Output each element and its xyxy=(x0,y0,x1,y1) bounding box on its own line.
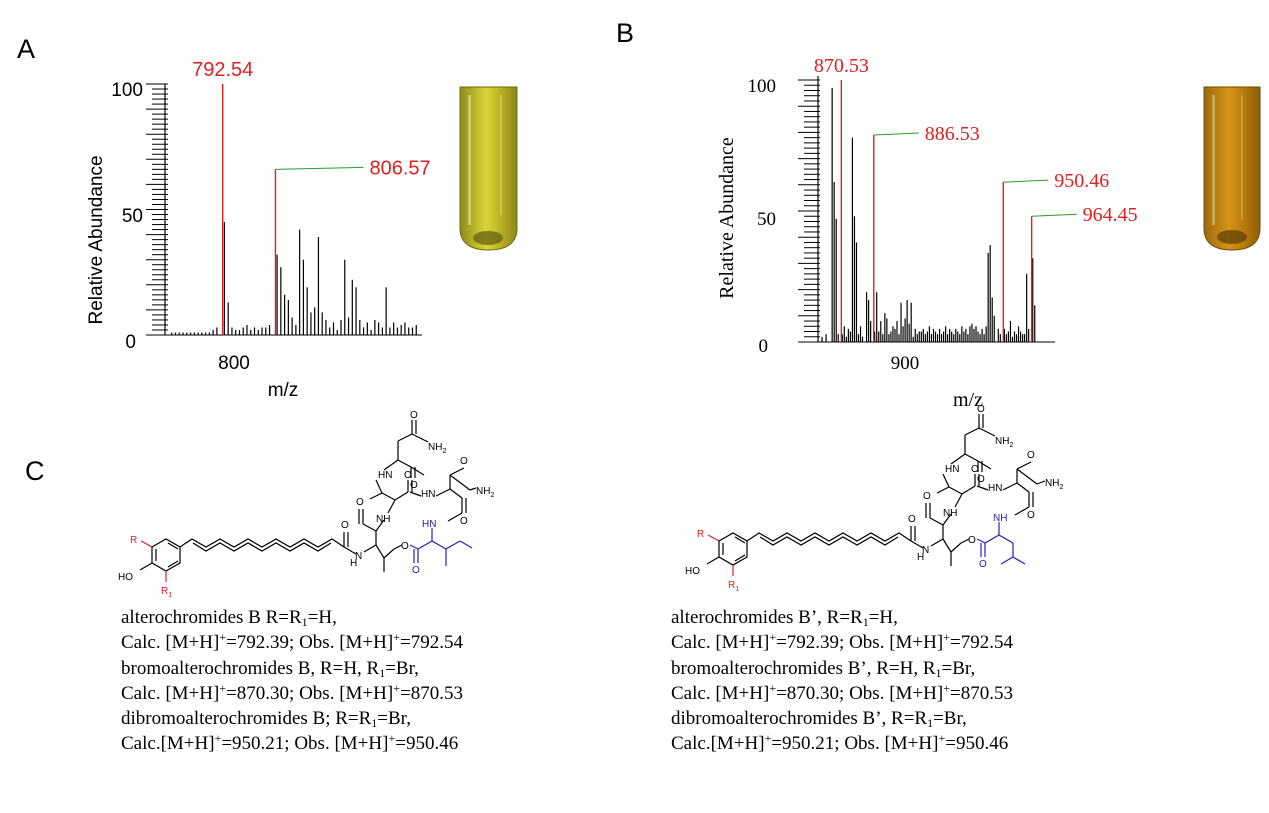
label-o-leu-right: O xyxy=(979,559,987,570)
leader-line xyxy=(1031,213,1077,217)
annotations-a: 792.54 806.57 xyxy=(192,59,431,335)
leader-line xyxy=(873,132,919,136)
y-tick-label-b-100: 100 xyxy=(748,76,777,97)
label-nh-amide-left-n: N xyxy=(355,551,362,562)
label-nh-thr-left: NH xyxy=(376,514,390,525)
spectrum-b: 100 50 0 900 m/z Relative Abundance 870.… xyxy=(716,55,1138,411)
x-axis-label-a: m/z xyxy=(268,380,299,401)
y-tick-label-a-50: 50 xyxy=(122,206,143,227)
caption-left-line-5: dibromoalterochromides B; R=R1=Br, xyxy=(121,708,412,731)
panel-b-label: B xyxy=(616,18,634,48)
y-axis-label-a: Relative Abundance xyxy=(86,155,107,324)
leader-line xyxy=(1003,179,1049,183)
label-nh-thr-right: NH xyxy=(943,508,957,519)
label-r-left: R xyxy=(130,535,137,546)
peaks-b xyxy=(821,87,1036,342)
peak-label-792-54: 792.54 xyxy=(192,59,253,81)
structure-labels-left: R HO R1 O N H NH O O O HN HN O O NH2 O N… xyxy=(118,410,494,599)
structure-labels-right: R HO R1 O N H NH O O O HN HN O O NH2 O N… xyxy=(685,404,1063,593)
caption-right-line-6: Calc.[M+H]+=950.21; Obs. [M+H]+=950.46 xyxy=(671,731,1009,755)
label-ho-right: HO xyxy=(685,566,700,577)
y-tick-label-a-100: 100 xyxy=(111,80,143,101)
label-r1-left: R1 xyxy=(161,586,172,599)
label-o-ile-left: O xyxy=(412,565,420,576)
caption-right-line-3: bromoalterochromides B’, R=H, R1=Br, xyxy=(671,657,976,680)
label-o-side2-left: O xyxy=(460,456,468,467)
label-ho-left: HO xyxy=(118,572,133,583)
annotations-b: 870.53 886.53 950.46 964.45 xyxy=(814,55,1138,342)
y-tick-label-a-0: 0 xyxy=(125,332,136,353)
label-o-asn1-right: O xyxy=(977,474,985,485)
y-tick-label-b-50: 50 xyxy=(757,209,776,230)
label-hn-val-right: HN xyxy=(945,464,959,475)
label-nh-amide-right-h: H xyxy=(917,552,924,563)
label-nh2-b-left: NH2 xyxy=(476,486,494,499)
label-hn-ile-left: HN xyxy=(422,519,436,530)
peak-label-806-57: 806.57 xyxy=(369,157,430,179)
label-o-asn1-left: O xyxy=(410,480,418,491)
chemical-structure-right xyxy=(706,414,1046,576)
label-o-side1-left: O xyxy=(410,410,418,421)
peaks-a xyxy=(171,222,417,335)
y-minor-ticks-b xyxy=(798,79,820,343)
label-hn-asn-left: HN xyxy=(421,489,435,500)
panel-a-label: A xyxy=(17,34,35,64)
caption-left-line-1: alterochromides B R=R1=H, xyxy=(121,607,337,629)
label-nh-amide-left-h: H xyxy=(350,558,357,569)
label-o-carbonyl-left: O xyxy=(341,520,349,531)
label-o-thr-right: O xyxy=(923,491,931,502)
label-nh-leu-right: NH xyxy=(993,513,1007,524)
peak-label-950-46: 950.46 xyxy=(1054,170,1109,192)
x-axis-label-b: m/z xyxy=(953,389,983,411)
sample-tube-b xyxy=(1203,86,1261,251)
x-tick-label-b-900: 900 xyxy=(891,353,920,374)
label-nh2-a-right: NH2 xyxy=(995,436,1013,449)
caption-right-line-1: alterochromides B’, R=R1=H, xyxy=(671,607,898,629)
peak-label-870-53: 870.53 xyxy=(814,55,869,77)
sample-tube-a xyxy=(459,86,518,251)
label-nh-amide-right-n: N xyxy=(922,545,929,556)
label-o-thr-left: O xyxy=(356,497,364,508)
label-o-ester-left: O xyxy=(401,541,409,552)
label-hn-asn-right: HN xyxy=(988,483,1002,494)
label-o-ester-right: O xyxy=(968,535,976,546)
caption-left: alterochromides B R=R1=H, Calc. [M+H]+=7… xyxy=(121,605,463,757)
label-o-val-right: O xyxy=(971,464,979,475)
label-o-asn2-right: O xyxy=(1027,510,1035,521)
label-nh2-b-right: NH2 xyxy=(1045,478,1063,491)
y-axis-label-b: Relative Abundance xyxy=(716,137,738,299)
caption-right-line-2: Calc. [M+H]+=792.39; Obs. [M+H]+=792.54 xyxy=(671,630,1013,654)
label-o-val-left: O xyxy=(404,470,412,481)
spectrum-a: 100 50 0 800 m/z Relative Abundance 792.… xyxy=(86,59,431,401)
chemical-structure-left xyxy=(139,420,477,582)
label-r1-right: R1 xyxy=(728,580,739,593)
label-o-side2-right: O xyxy=(1027,450,1035,461)
caption-left-line-2: Calc. [M+H]+=792.39; Obs. [M+H]+=792.54 xyxy=(121,630,463,654)
caption-right-line-4: Calc. [M+H]+=870.30; Obs. [M+H]+=870.53 xyxy=(671,680,1013,704)
panel-c-label: C xyxy=(25,456,45,486)
y-tick-label-b-0: 0 xyxy=(759,336,769,357)
peak-label-964-45: 964.45 xyxy=(1083,204,1138,226)
label-nh2-a-left: NH2 xyxy=(428,442,446,455)
caption-left-line-4: Calc. [M+H]+=870.30; Obs. [M+H]+=870.53 xyxy=(121,680,463,704)
label-r-right: R xyxy=(697,529,704,540)
label-o-side1-right: O xyxy=(977,404,985,415)
peak-label-886-53: 886.53 xyxy=(925,123,980,145)
caption-right-line-5: dibromoalterochromides B’, R=R1=Br, xyxy=(671,708,967,731)
label-o-carbonyl-right: O xyxy=(908,514,916,525)
label-o-asn2-left: O xyxy=(460,516,468,527)
caption-left-line-6: Calc.[M+H]+=950.21; Obs. [M+H]+=950.46 xyxy=(121,731,459,755)
x-tick-label-a-800: 800 xyxy=(218,353,250,374)
leader-line xyxy=(275,166,364,170)
caption-right: alterochromides B’, R=R1=H, Calc. [M+H]+… xyxy=(671,605,1013,757)
label-hn-val-left: HN xyxy=(378,470,392,481)
caption-left-line-3: bromoalterochromides B, R=H, R1=Br, xyxy=(121,657,419,680)
